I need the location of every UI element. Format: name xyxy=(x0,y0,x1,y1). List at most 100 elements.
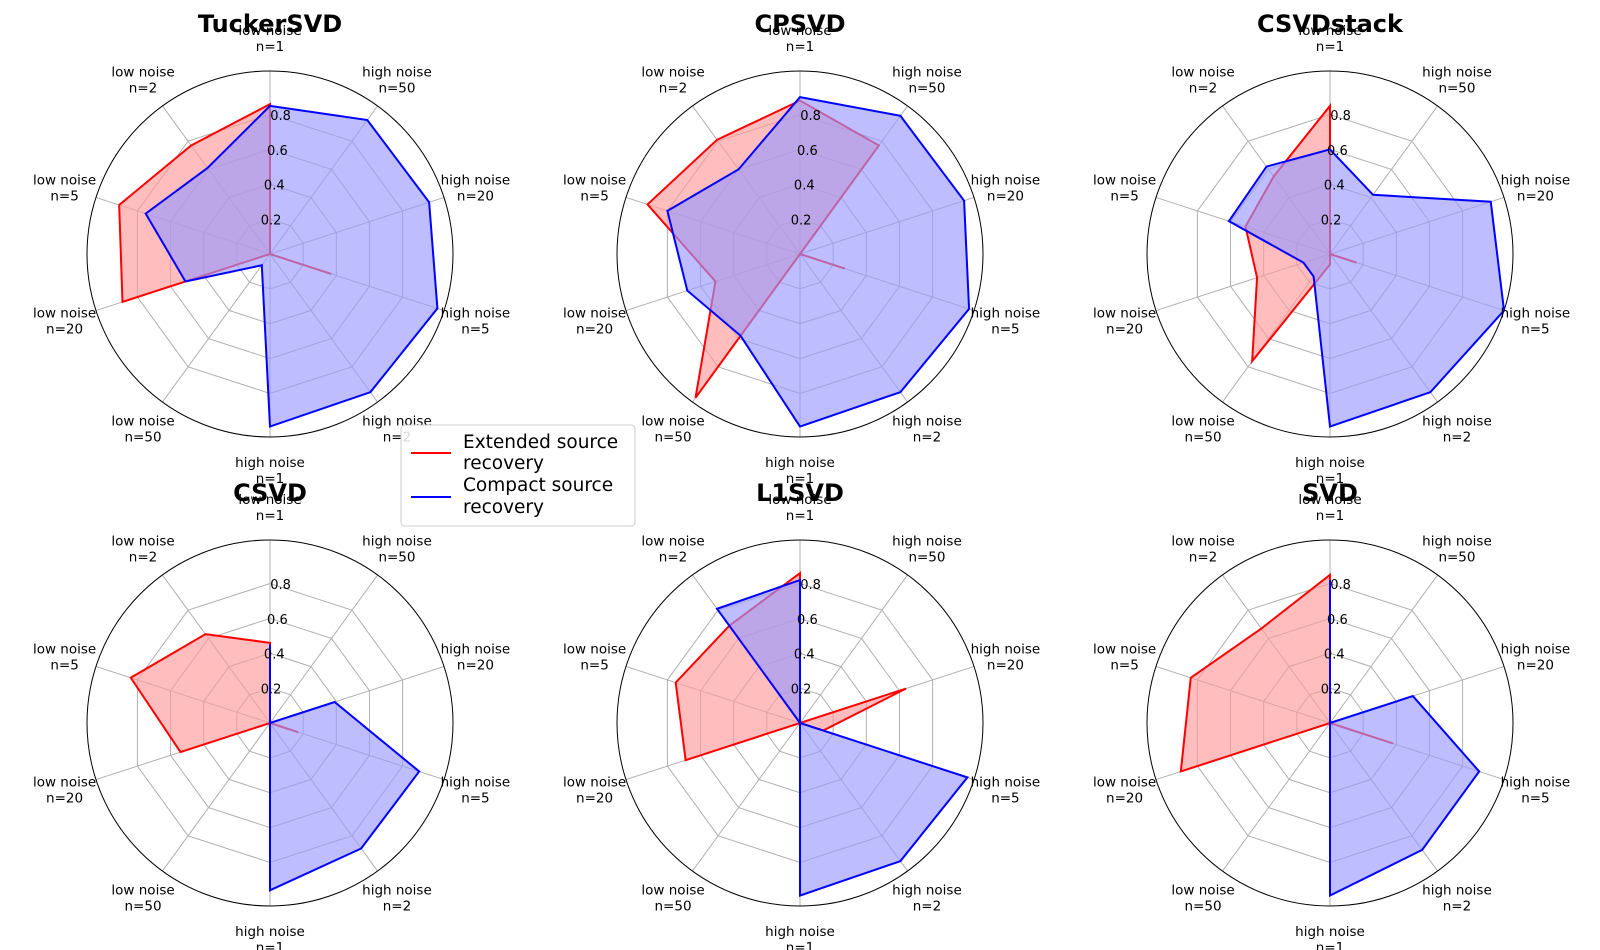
axis-label: high noise n=5 xyxy=(971,775,1041,807)
legend: Extended source recovery Compact source … xyxy=(400,424,636,527)
axis-label: low noise n=20 xyxy=(563,775,626,807)
axis-label: high noise n=50 xyxy=(1422,533,1492,565)
axis-label: high noise n=1 xyxy=(1295,924,1365,950)
legend-extended-label-line2: recovery xyxy=(463,453,544,474)
axis-label: high noise n=50 xyxy=(362,533,432,565)
axis-label: low noise n=1 xyxy=(768,492,831,524)
chart-title: TuckerSVD xyxy=(198,10,342,38)
radial-tick-label: 0.8 xyxy=(800,578,821,593)
axis-label: high noise n=1 xyxy=(765,924,835,950)
polar-frame xyxy=(86,70,454,438)
axis-label: high noise n=20 xyxy=(971,641,1041,673)
axis-label: low noise n=5 xyxy=(33,641,96,673)
radial-tick-label: 0.6 xyxy=(1327,613,1348,628)
axis-label: low noise n=2 xyxy=(641,64,704,96)
series-area xyxy=(270,644,420,891)
radial-tick-label: 0.2 xyxy=(261,213,282,228)
axis-label: high noise n=5 xyxy=(1501,775,1571,807)
axis-label: low noise n=50 xyxy=(1171,414,1234,446)
axis-label: high noise n=1 xyxy=(1295,455,1365,487)
axis-label: low noise n=5 xyxy=(563,172,626,204)
radial-tick-label: 0.4 xyxy=(264,179,285,194)
axis-label: low noise n=5 xyxy=(33,172,96,204)
axis-label: low noise n=1 xyxy=(238,492,301,524)
series-line xyxy=(1329,580,1481,898)
axis-label: high noise n=50 xyxy=(892,533,962,565)
series-area xyxy=(1228,149,1505,427)
polar-frame xyxy=(86,539,454,907)
axis-label: high noise n=5 xyxy=(441,775,511,807)
radial-tick-label: 0.2 xyxy=(791,682,812,697)
series-line xyxy=(715,578,970,897)
radial-tick-label: 0.4 xyxy=(794,179,815,194)
radial-tick-label: 0.4 xyxy=(264,648,285,663)
axis-label: high noise n=20 xyxy=(441,641,511,673)
radial-tick-label: 0.2 xyxy=(261,682,282,697)
chart-title: SVD xyxy=(1302,479,1358,507)
series-area xyxy=(667,97,970,427)
series-area xyxy=(1180,574,1393,772)
axis-label: high noise n=20 xyxy=(1501,172,1571,204)
axis-label: high noise n=2 xyxy=(362,883,432,915)
chart-title: CSVDstack xyxy=(1257,10,1404,38)
radial-tick-label: 0.8 xyxy=(1330,109,1351,124)
axis-label: high noise n=50 xyxy=(362,64,432,96)
radial-tick-label: 0.8 xyxy=(800,109,821,124)
axis-label: high noise n=20 xyxy=(441,172,511,204)
radial-tick-label: 0.2 xyxy=(791,213,812,228)
radial-tick-label: 0.4 xyxy=(794,648,815,663)
radial-tick-label: 0.8 xyxy=(1330,578,1351,593)
series-line xyxy=(269,644,421,892)
axis-label: high noise n=50 xyxy=(892,64,962,96)
axis-label: low noise n=20 xyxy=(563,306,626,338)
radial-tick-label: 0.6 xyxy=(267,613,288,628)
radar-charts: 0.2 0.4 0.6 0.8 low noise n=1 high noise n=50 hi… xyxy=(33,10,1570,950)
legend-compact-label-line1: Compact source xyxy=(463,475,613,496)
spoke-gridline xyxy=(1222,722,1331,872)
radial-tick-label: 0.4 xyxy=(1324,179,1345,194)
legend-box xyxy=(400,424,636,527)
axis-label: low noise n=1 xyxy=(238,23,301,55)
polar-frame xyxy=(1146,539,1514,907)
axis-label: low noise n=50 xyxy=(111,414,174,446)
axis-label: low noise n=1 xyxy=(1298,23,1361,55)
axis-label: low noise n=20 xyxy=(33,306,96,338)
axis-label: low noise n=5 xyxy=(1093,172,1156,204)
spoke-gridline xyxy=(162,253,271,403)
polar-frame xyxy=(616,539,984,907)
axis-label: high noise n=20 xyxy=(971,172,1041,204)
axis-label: high noise n=2 xyxy=(892,414,962,446)
axis-label: low noise n=50 xyxy=(641,883,704,915)
radial-tick-label: 0.8 xyxy=(270,109,291,124)
axis-label: low noise n=1 xyxy=(1298,492,1361,524)
axis-label: low noise n=5 xyxy=(563,641,626,673)
radar-chart-tuckersvd: 0.2 0.4 0.6 0.8 low noise n=1 high noise n=50 hi… xyxy=(33,10,510,487)
axis-label: low noise n=5 xyxy=(1093,641,1156,673)
axis-label: high noise n=2 xyxy=(1422,883,1492,915)
axis-label: low noise n=2 xyxy=(1171,533,1234,565)
axis-label: low noise n=20 xyxy=(33,775,96,807)
axis-label: high noise n=2 xyxy=(1422,414,1492,446)
axis-label: low noise n=50 xyxy=(111,883,174,915)
radial-tick-label: 0.4 xyxy=(1324,648,1345,663)
axis-label: low noise n=1 xyxy=(768,23,831,55)
radar-chart-cpsvd: 0.2 0.4 0.6 0.8 low noise n=1 high noise n=50 hi… xyxy=(563,10,1040,487)
axis-label: low noise n=20 xyxy=(1093,775,1156,807)
radial-tick-label: 0.2 xyxy=(1321,682,1342,697)
legend-extended-label-line1: Extended source xyxy=(463,432,618,453)
radial-tick-label: 0.6 xyxy=(1327,144,1348,159)
spoke-gridline xyxy=(269,574,378,724)
axis-label: low noise n=2 xyxy=(1171,64,1234,96)
axis-label: high noise n=2 xyxy=(892,883,962,915)
axis-label: high noise n=50 xyxy=(1422,64,1492,96)
axis-label: high noise n=5 xyxy=(1501,306,1571,338)
legend-compact-label-line2: recovery xyxy=(463,497,544,518)
radial-tick-label: 0.6 xyxy=(267,144,288,159)
radial-tick-label: 0.6 xyxy=(797,613,818,628)
axis-label: low noise n=20 xyxy=(1093,306,1156,338)
radial-tick-label: 0.6 xyxy=(797,144,818,159)
spoke-gridline xyxy=(799,574,908,724)
series-area xyxy=(717,580,968,896)
chart-title: CPSVD xyxy=(755,10,846,38)
